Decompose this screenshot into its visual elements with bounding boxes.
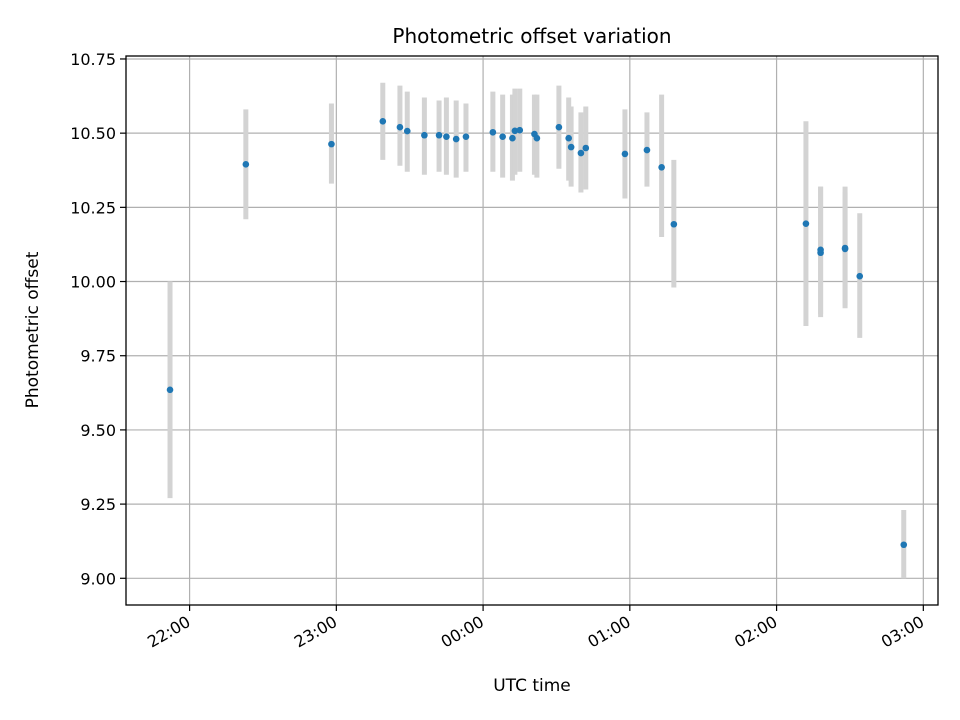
data-point <box>435 131 443 139</box>
data-point <box>452 135 460 143</box>
y-tick-label: 10.50 <box>70 124 116 143</box>
data-point <box>166 386 174 394</box>
data-point <box>443 133 450 141</box>
data-point <box>533 134 541 142</box>
data-point <box>555 123 563 131</box>
y-tick-label: 10.75 <box>70 50 116 69</box>
y-tick-label: 9.25 <box>80 495 116 514</box>
y-tick-label: 9.75 <box>80 347 116 366</box>
data-point <box>582 144 590 152</box>
data-point <box>802 220 810 227</box>
data-point <box>817 246 824 254</box>
data-point <box>462 133 470 141</box>
data-point <box>499 133 506 141</box>
data-point <box>379 117 387 125</box>
y-axis-label: Photometric offset <box>23 251 43 408</box>
data-point <box>670 220 678 228</box>
y-tick-label: 9.00 <box>80 569 116 588</box>
data-point <box>565 134 572 142</box>
data-point <box>242 161 250 168</box>
data-point <box>509 134 516 142</box>
data-point <box>489 128 497 136</box>
y-tick-label: 10.25 <box>70 198 116 217</box>
y-tick-label: 9.50 <box>80 421 116 440</box>
data-point <box>567 143 575 151</box>
data-point <box>856 272 864 280</box>
data-point <box>621 150 629 158</box>
data-point <box>643 146 651 154</box>
y-tick-label: 10.00 <box>70 273 116 292</box>
data-point <box>403 127 411 135</box>
data-point <box>511 127 519 135</box>
plot-frame <box>125 55 939 606</box>
y-axis-ticks: 9.00 9.25 9.50 9.75 10.00 10.25 10.50 10.75 <box>70 50 126 588</box>
data-point <box>900 541 908 549</box>
data-point <box>328 140 335 148</box>
data-point <box>421 131 428 139</box>
data-point <box>516 126 524 134</box>
data-point <box>658 163 665 171</box>
data-point <box>841 245 849 253</box>
data-point <box>577 149 585 157</box>
x-axis-label: UTC time <box>493 676 571 696</box>
data-points <box>166 117 908 549</box>
data-point <box>396 123 404 131</box>
chart-title: Photometric offset variation <box>392 24 671 48</box>
